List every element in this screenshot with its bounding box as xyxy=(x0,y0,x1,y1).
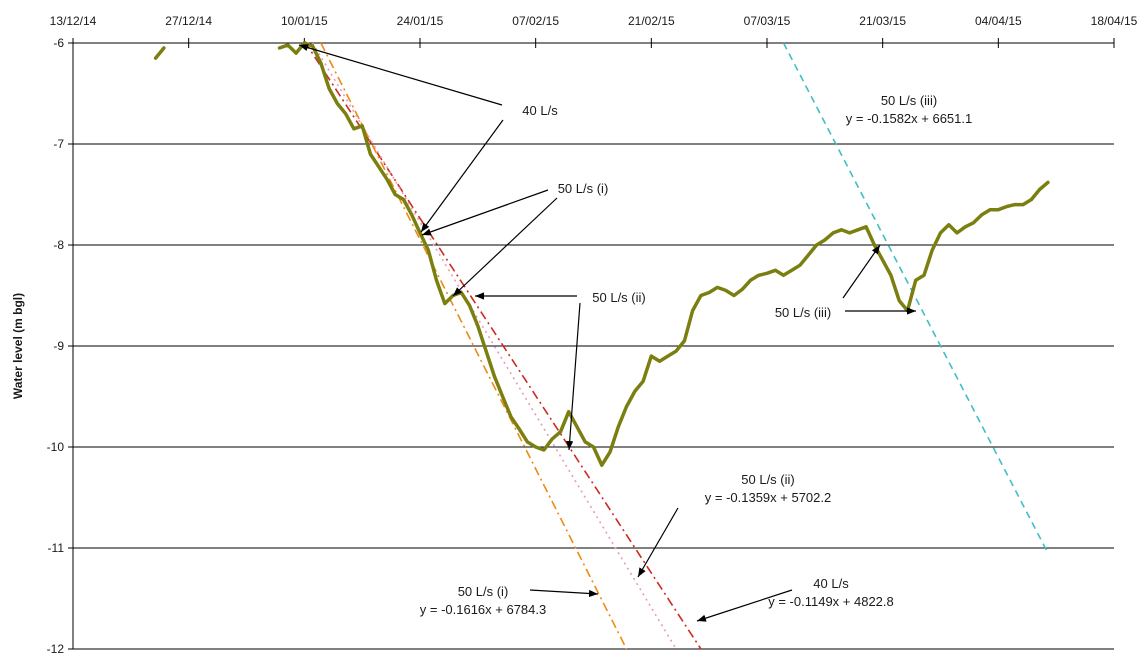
x-tick-label: 18/04/15 xyxy=(1091,14,1138,28)
y-tick-label: -7 xyxy=(53,137,64,151)
annotation-label: 40 L/s xyxy=(522,103,558,118)
y-tick-label: -9 xyxy=(53,339,64,353)
data-series xyxy=(153,41,1050,467)
x-tick-label: 21/02/15 xyxy=(628,14,675,28)
annotation-labels: 40 L/s 50 L/s (i) 50 L/s (ii) 50 L/s (iii) y… xyxy=(420,93,972,617)
annotation-arrow xyxy=(566,302,581,451)
annotation-label: y = -0.1616x + 6784.3 xyxy=(420,602,546,617)
y-axis-title: Water level (m bgl) xyxy=(11,293,25,399)
annotation-arrow xyxy=(529,589,599,598)
x-tick-label: 07/03/15 xyxy=(744,14,791,28)
axes: -6 -7 -8 -9 -10 -11 -12 13/12/14 27/12/14 10/01/1… xyxy=(11,14,1138,656)
x-tick-label: 10/01/15 xyxy=(281,14,328,28)
x-tick-label: 27/12/14 xyxy=(165,14,212,28)
y-tick-label: -12 xyxy=(47,642,65,656)
annotation-label: 50 L/s (ii) xyxy=(592,290,645,305)
y-tick-label: -10 xyxy=(47,440,65,454)
annotation-label: y = -0.1149x + 4822.8 xyxy=(768,594,894,609)
annotation-label: 50 L/s (ii) xyxy=(741,472,794,487)
gridlines xyxy=(73,42,1114,650)
x-tick-label: 21/03/15 xyxy=(859,14,906,28)
annotation-label: 50 L/s (i) xyxy=(558,181,609,196)
y-tick-label: -8 xyxy=(53,238,64,252)
trendline xyxy=(311,42,677,650)
annotation-label: 50 L/s (i) xyxy=(458,584,509,599)
y-tick-label: -11 xyxy=(48,541,65,555)
series-line xyxy=(153,46,166,60)
annotation-label: y = -0.1582x + 6651.1 xyxy=(846,111,972,126)
annotation-arrow xyxy=(421,189,549,236)
x-tick-label: 24/01/15 xyxy=(397,14,444,28)
trendline xyxy=(303,40,702,650)
x-tick-label: 07/02/15 xyxy=(512,14,559,28)
annotation-arrow xyxy=(452,197,558,297)
x-tick-label: 04/04/15 xyxy=(975,14,1022,28)
annotation-label: 40 L/s xyxy=(813,576,849,591)
series-line xyxy=(277,41,1050,467)
trendline xyxy=(320,42,628,650)
annotation-arrow xyxy=(298,44,503,106)
annotation-arrows xyxy=(298,44,916,622)
x-tick-label: 13/12/14 xyxy=(50,14,97,28)
y-tick-label: -6 xyxy=(53,36,64,50)
annotation-label: 50 L/s (iii) xyxy=(881,93,937,108)
trendlines xyxy=(303,40,1049,650)
annotation-label: y = -0.1359x + 5702.2 xyxy=(705,490,831,505)
annotation-arrow xyxy=(842,244,881,299)
annotation-label: 50 L/s (iii) xyxy=(775,305,831,320)
annotation-arrow xyxy=(420,119,504,233)
annotation-arrow xyxy=(696,589,793,622)
annotation-arrow xyxy=(637,507,679,578)
